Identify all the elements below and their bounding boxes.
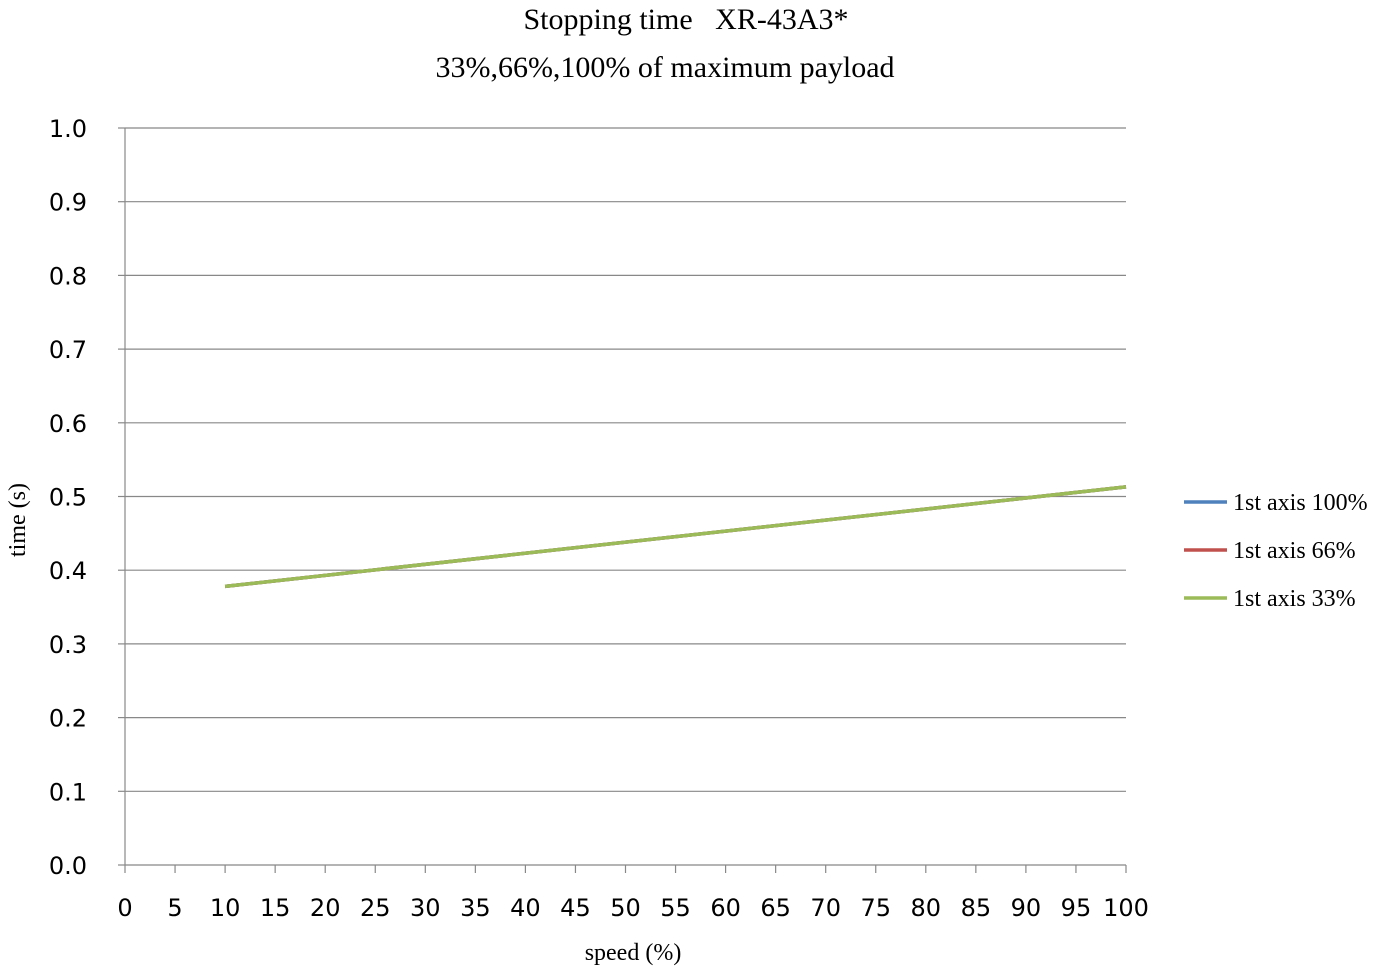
y-tick-label: 0.5 bbox=[49, 484, 87, 512]
legend-label: 1st axis 66% bbox=[1233, 538, 1356, 564]
y-tick-label: 0.2 bbox=[49, 705, 87, 733]
legend-label: 1st axis 33% bbox=[1233, 586, 1356, 612]
y-tick-label: 0.0 bbox=[49, 852, 87, 880]
y-tick-label: 0.4 bbox=[49, 557, 87, 585]
y-tick-label: 0.8 bbox=[49, 262, 87, 290]
y-tick-label: 0.9 bbox=[49, 189, 87, 217]
x-tick-label: 55 bbox=[660, 894, 691, 922]
axes bbox=[118, 127, 1127, 873]
x-tick-label: 85 bbox=[961, 894, 992, 922]
x-tick-label: 10 bbox=[210, 894, 241, 922]
x-tick-labels: 0 5 10 15 20 25 30 35 40 45 50 55 60 65 70 75 80 85 90 95 10… bbox=[117, 894, 1149, 922]
x-tick-label: 15 bbox=[260, 894, 291, 922]
x-axis-label: speed (%) bbox=[585, 940, 682, 966]
x-tick-label: 35 bbox=[460, 894, 491, 922]
x-tick-label: 40 bbox=[510, 894, 541, 922]
x-tick-label: 0 bbox=[117, 894, 132, 922]
x-tick-label: 50 bbox=[610, 894, 641, 922]
y-tick-labels: 0.0 0.1 0.2 0.3 0.4 0.5 0.6 0.7 0.8 0.9 1.0 bbox=[49, 115, 87, 880]
legend-label: 1st axis 100% bbox=[1233, 490, 1368, 516]
chart-subtitle: 33%,66%,100% of maximum payload bbox=[435, 51, 894, 84]
chart-title: Stopping time XR-43A3* bbox=[523, 3, 848, 36]
x-tick-label: 95 bbox=[1061, 894, 1092, 922]
series-lines bbox=[224, 485, 1127, 589]
x-tick-label: 30 bbox=[410, 894, 441, 922]
y-tick-label: 0.1 bbox=[49, 778, 87, 806]
x-tick-label: 20 bbox=[310, 894, 341, 922]
legend: 1st axis 100% 1st axis 66% 1st axis 33% bbox=[1184, 490, 1368, 612]
series-line bbox=[224, 485, 1127, 589]
x-tick-label: 80 bbox=[911, 894, 942, 922]
x-tick-label: 75 bbox=[860, 894, 891, 922]
y-tick-label: 0.6 bbox=[49, 410, 87, 438]
x-tick-label: 70 bbox=[810, 894, 841, 922]
y-tick-label: 1.0 bbox=[49, 115, 87, 143]
x-tick-label: 90 bbox=[1011, 894, 1042, 922]
x-tick-label: 45 bbox=[560, 894, 591, 922]
x-tick-label: 25 bbox=[360, 894, 391, 922]
x-tick-label: 65 bbox=[760, 894, 791, 922]
gridlines bbox=[125, 127, 1126, 792]
y-tick-label: 0.3 bbox=[49, 631, 87, 659]
y-axis-label: time (s) bbox=[5, 483, 31, 557]
x-tick-label: 5 bbox=[167, 894, 182, 922]
x-tick-label: 100 bbox=[1103, 894, 1149, 922]
y-tick-label: 0.7 bbox=[49, 336, 87, 364]
x-tick-label: 60 bbox=[710, 894, 741, 922]
